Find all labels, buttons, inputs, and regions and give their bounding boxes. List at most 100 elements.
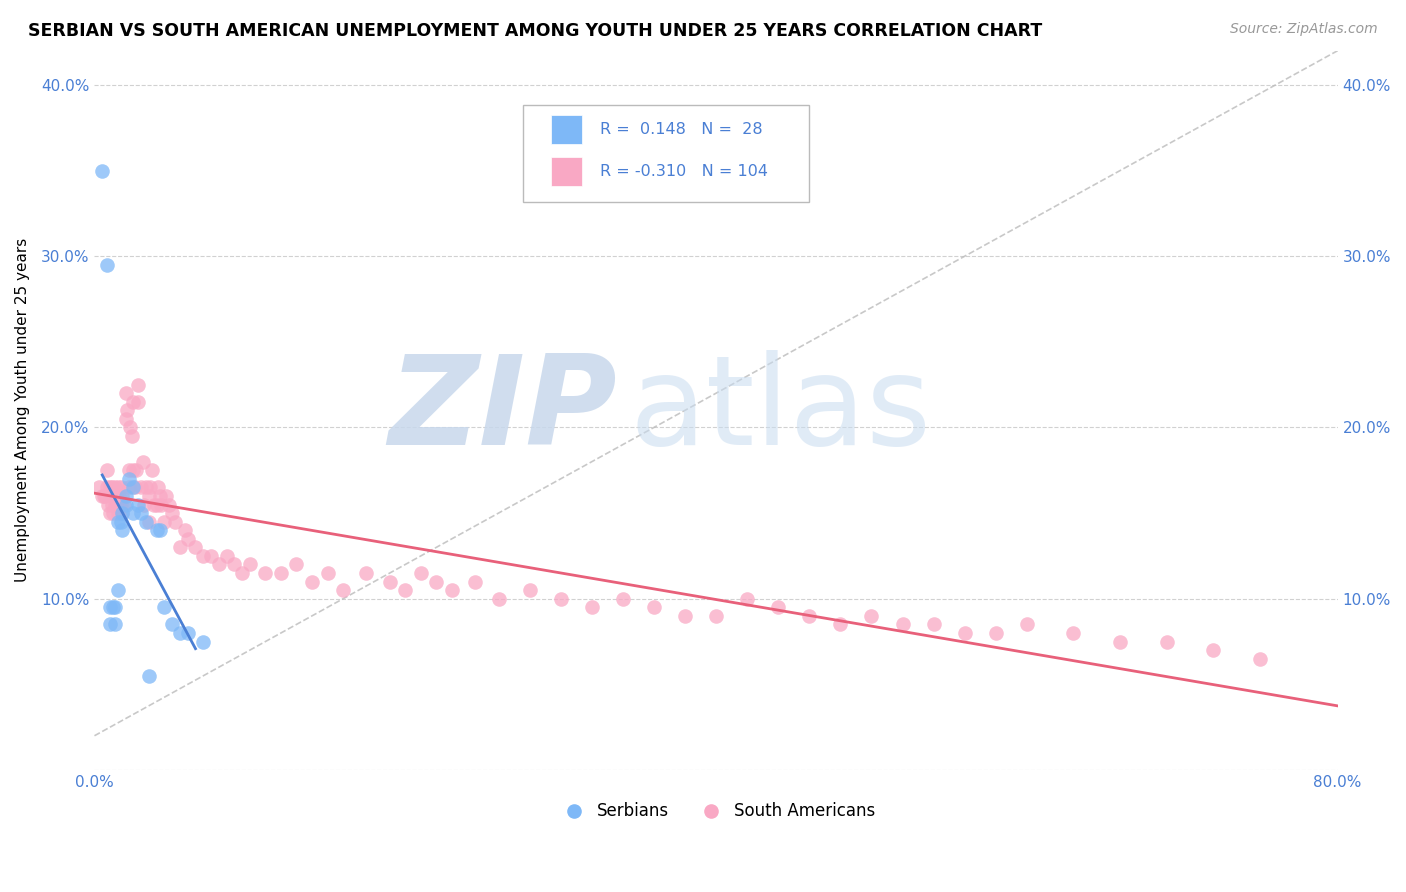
Text: R = -0.310   N = 104: R = -0.310 N = 104 [600,164,769,179]
Point [138,515,160,529]
Point [149,489,172,503]
Point [301,574,323,589]
Legend: Serbians, South Americans: Serbians, South Americans [550,795,882,826]
Point [139,480,162,494]
Point [799,608,821,623]
Point [193,549,215,563]
Point [270,566,292,580]
Text: atlas: atlas [628,350,931,471]
Point [98,506,121,520]
Text: SERBIAN VS SOUTH AMERICAN UNEMPLOYMENT AMONG YOUTH UNDER 25 YEARS CORRELATION CH: SERBIAN VS SOUTH AMERICAN UNEMPLOYMENT A… [28,22,1042,40]
Point [120,420,142,434]
Point [735,591,758,606]
Point [356,566,378,580]
Point [134,498,156,512]
Point [93,489,115,503]
Point [98,480,121,494]
Point [891,617,914,632]
Point [231,566,253,580]
Point [316,566,339,580]
Point [112,498,135,512]
FancyBboxPatch shape [523,104,810,202]
Point [118,472,141,486]
Point [110,498,132,512]
Point [101,506,124,520]
Point [96,258,118,272]
Point [135,515,157,529]
Point [215,549,238,563]
Point [922,617,945,632]
Text: R =  0.148   N =  28: R = 0.148 N = 28 [600,122,763,137]
Point [254,566,277,580]
Point [129,506,152,520]
Point [96,463,118,477]
Point [129,480,152,494]
Point [100,480,122,494]
Point [157,498,180,512]
Point [114,386,136,401]
Point [860,608,883,623]
Point [108,489,131,503]
Point [1156,634,1178,648]
Text: ZIP: ZIP [388,350,617,471]
FancyBboxPatch shape [551,157,582,186]
Point [111,489,134,503]
Point [173,523,195,537]
Point [1062,626,1084,640]
Point [114,489,136,503]
Point [107,515,129,529]
Point [101,600,124,615]
Point [766,600,789,615]
Point [115,403,138,417]
Point [91,489,114,503]
Point [111,506,134,520]
Point [409,566,432,580]
Point [97,498,120,512]
Point [581,600,603,615]
Point [108,498,131,512]
Point [124,480,146,494]
Point [184,541,207,555]
Point [107,583,129,598]
Point [1015,617,1038,632]
Point [464,574,486,589]
Point [98,617,121,632]
Point [332,583,354,598]
Point [378,574,401,589]
Point [550,591,572,606]
Point [1202,643,1225,657]
Point [98,600,121,615]
Point [145,498,167,512]
Point [153,515,176,529]
Point [121,429,143,443]
Text: Source: ZipAtlas.com: Source: ZipAtlas.com [1230,22,1378,37]
Point [111,506,134,520]
Point [127,394,149,409]
Point [612,591,634,606]
Point [169,541,191,555]
Point [141,463,163,477]
Point [177,626,200,640]
Point [135,480,157,494]
Point [138,669,160,683]
Point [114,412,136,426]
Point [704,608,727,623]
Point [104,600,127,615]
Point [91,163,114,178]
Point [104,480,127,494]
FancyBboxPatch shape [551,115,582,145]
Point [200,549,222,563]
Point [104,498,127,512]
Point [285,558,308,572]
Point [111,523,134,537]
Point [1109,634,1132,648]
Point [394,583,416,598]
Point [239,558,262,572]
Point [122,506,145,520]
Point [110,480,132,494]
Point [165,515,187,529]
Point [193,634,215,648]
Point [519,583,541,598]
Point [177,532,200,546]
Point [118,480,141,494]
